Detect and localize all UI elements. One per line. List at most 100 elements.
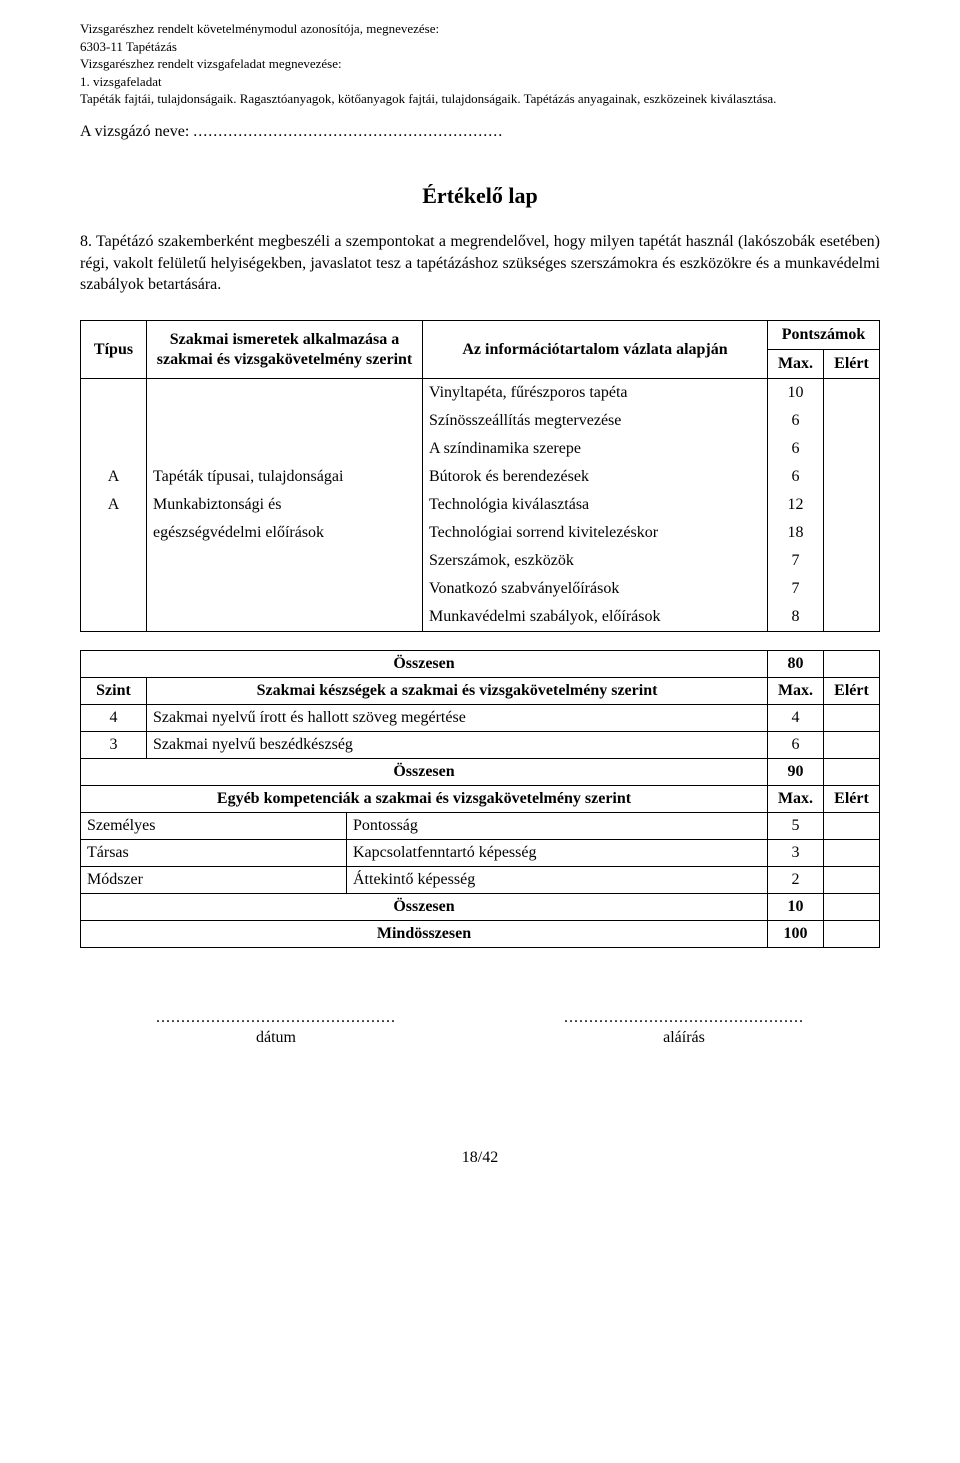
t1-header-pont: Pontszámok	[768, 321, 880, 350]
t1-info-6: Szerszámok, eszközök	[423, 547, 768, 575]
t2-eg-el-1	[824, 840, 880, 867]
t1-max-3: 6	[768, 463, 824, 491]
scoring-table-2: Összesen 80 Szint Szakmai készségek a sz…	[80, 650, 880, 948]
t1-sz-6	[147, 547, 423, 575]
header-line-3: Vizsgarészhez rendelt vizsgafeladat megn…	[80, 55, 880, 73]
t2-sk-szint-1: 3	[81, 732, 147, 759]
t1-header-max: Max.	[768, 350, 824, 379]
t1-info-0: Vinyltapéta, fűrészporos tapéta	[423, 379, 768, 408]
t2-eg-max-2: 2	[768, 867, 824, 894]
t1-el-8	[824, 603, 880, 632]
t2-eg-el-2	[824, 867, 880, 894]
t1-tip-7	[81, 575, 147, 603]
signature-block: ........................................…	[140, 1008, 820, 1048]
t1-max-2: 6	[768, 435, 824, 463]
t1-header-elert: Elért	[824, 350, 880, 379]
t1-max-4: 12	[768, 491, 824, 519]
t2-sk-text-0: Szakmai nyelvű írott és hallott szöveg m…	[147, 705, 768, 732]
t2-sk-text-1: Szakmai nyelvű beszédkészség	[147, 732, 768, 759]
t1-sz-0	[147, 379, 423, 408]
t2-mindosszesen-val: 100	[768, 921, 824, 948]
t1-tip-1	[81, 407, 147, 435]
t1-max-1: 6	[768, 407, 824, 435]
t2-header-max: Max.	[768, 678, 824, 705]
t1-tip-8	[81, 603, 147, 632]
t2-eg-max-1: 3	[768, 840, 824, 867]
t2-header-max-2: Max.	[768, 786, 824, 813]
t2-header-szint: Szint	[81, 678, 147, 705]
t2-osszesen-el-2	[824, 759, 880, 786]
t1-max-6: 7	[768, 547, 824, 575]
t1-max-5: 18	[768, 519, 824, 547]
t1-el-4	[824, 491, 880, 519]
t2-mindosszesen-el	[824, 921, 880, 948]
candidate-name-line: A vizsgázó neve: .......................…	[80, 122, 880, 142]
t2-sk-el-0	[824, 705, 880, 732]
t1-info-5: Technológiai sorrend kivitelezéskor	[423, 519, 768, 547]
t1-max-0: 10	[768, 379, 824, 408]
t1-el-6	[824, 547, 880, 575]
t2-osszesen-val-1: 80	[768, 651, 824, 678]
t1-sz-2	[147, 435, 423, 463]
t1-el-5	[824, 519, 880, 547]
t1-tip-3: A	[81, 463, 147, 491]
page-number: 18/42	[80, 1148, 880, 1168]
t2-sk-max-1: 6	[768, 732, 824, 759]
header-line-2: 6303-11 Tapétázás	[80, 38, 880, 56]
t2-osszesen-val-2: 90	[768, 759, 824, 786]
t1-tip-2	[81, 435, 147, 463]
t1-info-7: Vonatkozó szabványelőírások	[423, 575, 768, 603]
t2-eg-left-0: Személyes	[81, 813, 347, 840]
page-title: Értékelő lap	[80, 182, 880, 210]
t2-eg-right-1: Kapcsolatfenntartó képesség	[347, 840, 768, 867]
t2-osszesen-val-3: 10	[768, 894, 824, 921]
header-line-4: 1. vizsgafeladat	[80, 73, 880, 91]
t2-header-skills: Szakmai készségek a szakmai és vizsgaköv…	[147, 678, 768, 705]
t2-sk-szint-0: 4	[81, 705, 147, 732]
candidate-name-field: ........................................…	[193, 123, 503, 140]
t1-header-info: Az információtartalom vázlata alapján	[423, 321, 768, 379]
header-line-1: Vizsgarészhez rendelt követelménymodul a…	[80, 20, 880, 38]
t2-sk-max-0: 4	[768, 705, 824, 732]
t1-el-2	[824, 435, 880, 463]
t1-tip-6	[81, 547, 147, 575]
t2-mindosszesen-label: Mindösszesen	[81, 921, 768, 948]
t1-info-2: A színdinamika szerepe	[423, 435, 768, 463]
t1-max-8: 8	[768, 603, 824, 632]
candidate-name-label: A vizsgázó neve:	[80, 123, 189, 140]
t1-el-1	[824, 407, 880, 435]
t2-eg-left-2: Módszer	[81, 867, 347, 894]
signature-label: aláírás	[548, 1028, 820, 1048]
t1-sz-1	[147, 407, 423, 435]
t2-header-elert-2: Elért	[824, 786, 880, 813]
t2-osszesen-label-2: Összesen	[81, 759, 768, 786]
t2-sk-el-1	[824, 732, 880, 759]
t2-eg-right-2: Áttekintő képesség	[347, 867, 768, 894]
t1-el-7	[824, 575, 880, 603]
t2-header-egyeb: Egyéb kompetenciák a szakmai és vizsgakö…	[81, 786, 768, 813]
signature-field-line: ........................................…	[548, 1008, 820, 1028]
t1-tip-4: A	[81, 491, 147, 519]
t1-sz-8	[147, 603, 423, 632]
t1-info-4: Technológia kiválasztása	[423, 491, 768, 519]
date-field-line: ........................................…	[140, 1008, 412, 1028]
t2-osszesen-label-3: Összesen	[81, 894, 768, 921]
t2-eg-max-0: 5	[768, 813, 824, 840]
t1-sz-7	[147, 575, 423, 603]
t1-header-tipus: Típus	[81, 321, 147, 379]
task-description: 8. Tapétázó szakemberként megbeszéli a s…	[80, 231, 880, 296]
t2-eg-right-0: Pontosság	[347, 813, 768, 840]
t1-sz-3: Tapéták típusai, tulajdonságai	[147, 463, 423, 491]
t1-info-8: Munkavédelmi szabályok, előírások	[423, 603, 768, 632]
t1-sz-4: Munkabiztonsági és	[147, 491, 423, 519]
t1-header-szakmai: Szakmai ismeretek alkalmazása a szakmai …	[147, 321, 423, 379]
t2-osszesen-label-1: Összesen	[81, 651, 768, 678]
t2-header-elert: Elért	[824, 678, 880, 705]
t2-eg-left-1: Társas	[81, 840, 347, 867]
header-line-5: Tapéták fajtái, tulajdonságaik. Ragasztó…	[80, 90, 880, 108]
t1-sz-5: egészségvédelmi előírások	[147, 519, 423, 547]
t2-eg-el-0	[824, 813, 880, 840]
scoring-table-1: Típus Szakmai ismeretek alkalmazása a sz…	[80, 320, 880, 632]
t1-el-0	[824, 379, 880, 408]
t1-info-3: Bútorok és berendezések	[423, 463, 768, 491]
